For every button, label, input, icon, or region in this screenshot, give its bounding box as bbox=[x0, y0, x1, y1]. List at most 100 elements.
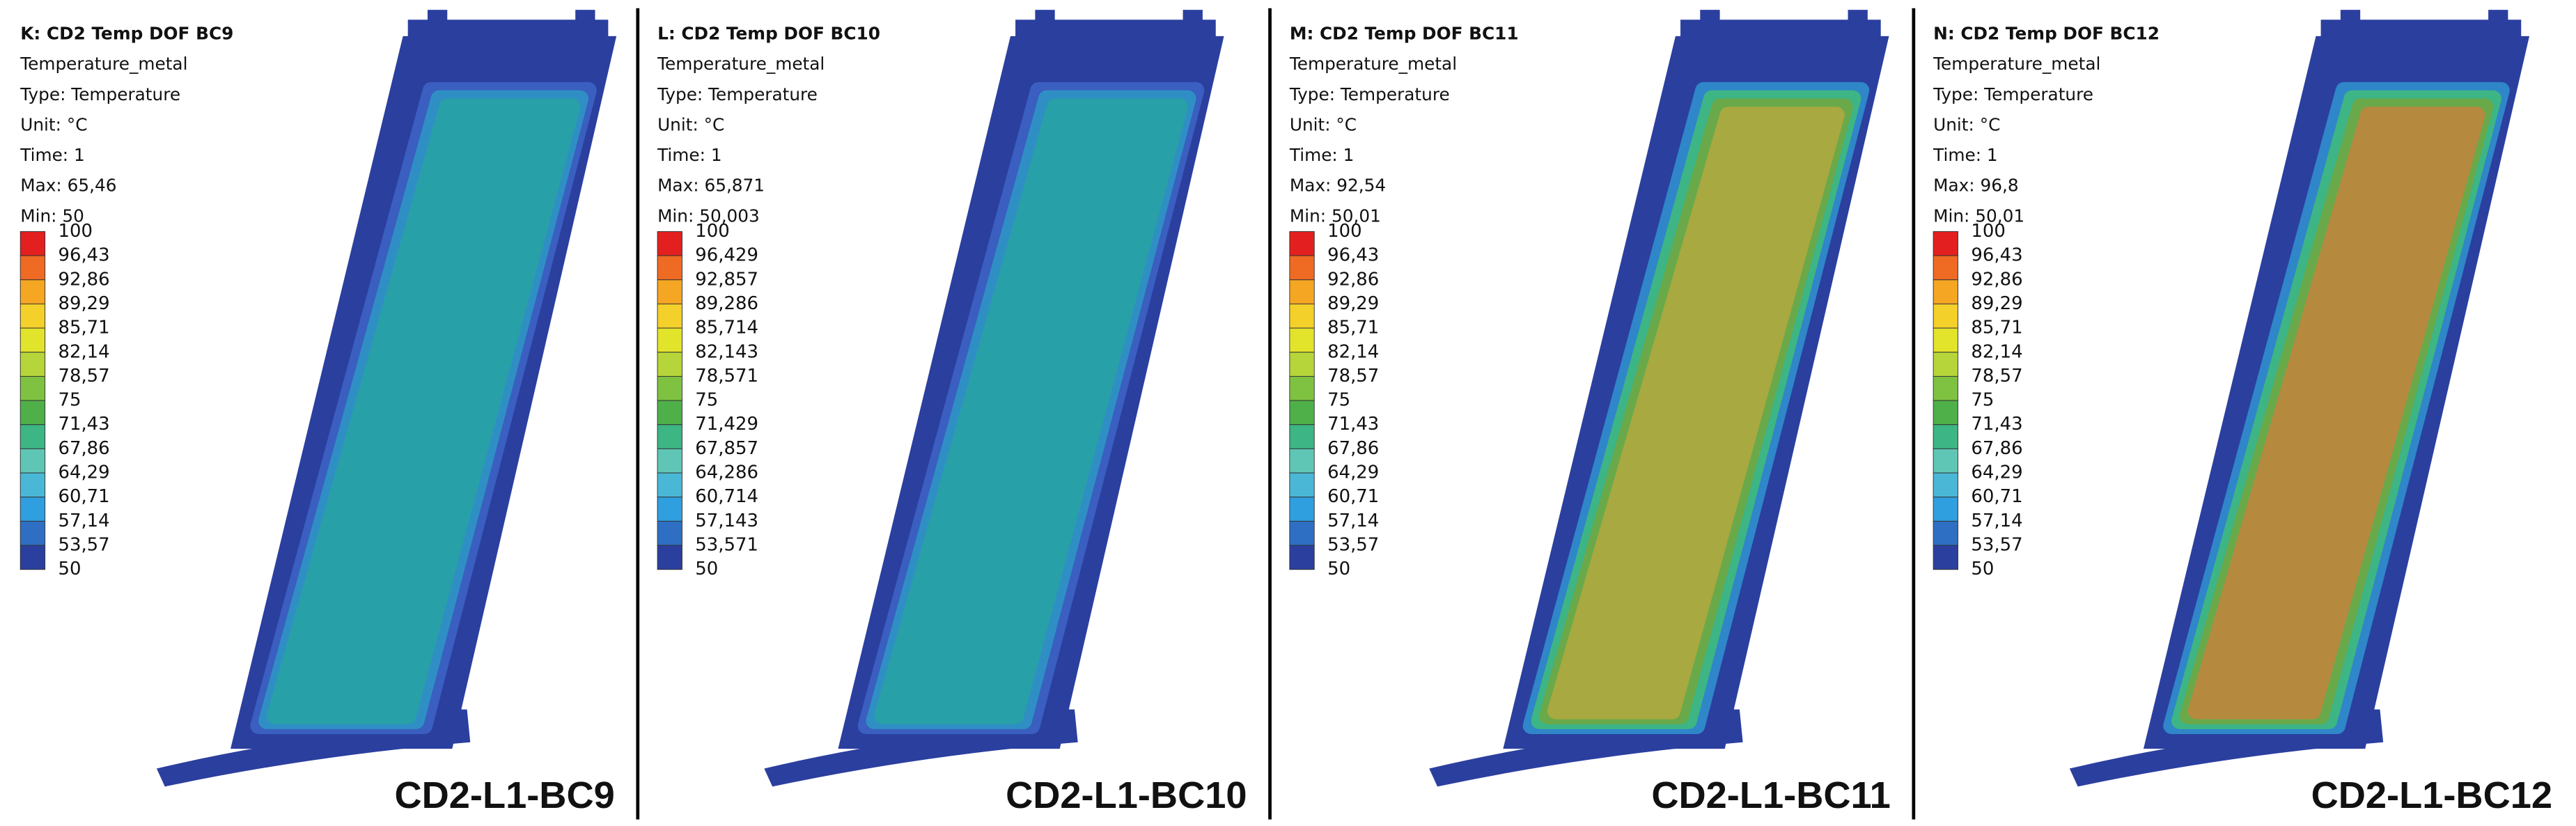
result-title: N: CD2 Temp DOF BC12 bbox=[1933, 24, 2160, 44]
legend-label: 85,71 bbox=[58, 318, 109, 338]
legend-swatch bbox=[1933, 520, 1958, 546]
result-info: Temperature_metal bbox=[1933, 54, 2100, 74]
legend-swatch bbox=[1289, 424, 1315, 449]
legend-label: 92,86 bbox=[58, 269, 109, 290]
result-title: L: CD2 Temp DOF BC10 bbox=[657, 24, 880, 44]
legend-swatch bbox=[1933, 424, 1958, 449]
panel: N: CD2 Temp DOF BC12 Temperature_metal Typ… bbox=[1933, 10, 2552, 816]
legend-label: 57,14 bbox=[1327, 511, 1379, 531]
caption: CD2-L1-BC10 bbox=[1006, 774, 1247, 816]
legend-label: 50 bbox=[1971, 559, 1994, 579]
legend-label: 71,43 bbox=[1327, 414, 1379, 435]
legend-label: 71,429 bbox=[695, 414, 758, 435]
legend-label: 60,71 bbox=[58, 486, 109, 507]
result-info: Time: 1 bbox=[1933, 145, 1998, 165]
result-info: Type: Temperature bbox=[1289, 84, 1450, 104]
legend-swatch bbox=[1289, 352, 1315, 377]
legend-label: 75 bbox=[1327, 390, 1350, 411]
legend-label: 82,14 bbox=[1971, 341, 2022, 362]
legend-label: 50 bbox=[695, 559, 718, 579]
result-info: Unit: °C bbox=[20, 114, 87, 134]
legend-label: 100 bbox=[1327, 221, 1361, 242]
legend-label: 64,29 bbox=[1327, 462, 1379, 483]
legend-swatch bbox=[1289, 497, 1315, 522]
result-info: Min: 50,003 bbox=[657, 205, 760, 226]
panel: L: CD2 Temp DOF BC10 Temperature_metal Typ… bbox=[657, 10, 1247, 816]
result-info: Unit: °C bbox=[1933, 114, 2000, 134]
result-info: Unit: °C bbox=[1290, 114, 1357, 134]
legend-swatch bbox=[1933, 545, 1958, 570]
legend-swatch bbox=[19, 352, 46, 377]
result-info: Max: 65,46 bbox=[20, 176, 116, 196]
legend-swatch bbox=[657, 424, 682, 449]
legend-swatch bbox=[1289, 231, 1315, 256]
legend-label: 64,29 bbox=[58, 462, 109, 483]
legend-swatch bbox=[19, 520, 46, 546]
legend-label: 57,14 bbox=[1971, 511, 2022, 531]
legend-label: 100 bbox=[58, 221, 92, 242]
legend-swatch bbox=[657, 279, 682, 304]
legend-label: 92,86 bbox=[1327, 269, 1379, 290]
panel: M: CD2 Temp DOF BC11 Temperature_metal Typ… bbox=[1289, 10, 1891, 816]
legend-label: 53,57 bbox=[58, 535, 109, 556]
legend-label: 89,286 bbox=[695, 293, 758, 314]
result-info: Max: 96,8 bbox=[1933, 176, 2018, 196]
legend-label: 53,57 bbox=[1971, 535, 2022, 556]
legend-swatch bbox=[1289, 400, 1315, 426]
legend-swatch bbox=[657, 472, 682, 498]
legend-swatch bbox=[1933, 231, 1958, 256]
result-info: Unit: °C bbox=[657, 114, 724, 134]
tab bbox=[1848, 10, 1868, 24]
legend-swatch bbox=[19, 279, 46, 304]
legend-swatch bbox=[657, 400, 682, 426]
legend-swatch bbox=[1933, 327, 1958, 353]
legend-swatch bbox=[19, 472, 46, 498]
legend-label: 75 bbox=[1971, 390, 1994, 411]
legend-swatch bbox=[1289, 255, 1315, 281]
result-info: Time: 1 bbox=[657, 145, 722, 165]
result-info: Min: 50 bbox=[20, 205, 84, 226]
caption: CD2-L1-BC11 bbox=[1651, 774, 1890, 816]
divider bbox=[1912, 8, 1916, 820]
legend-swatch bbox=[1933, 448, 1958, 474]
legend-label: 96,43 bbox=[1327, 245, 1379, 266]
temperature-zone bbox=[266, 98, 581, 724]
legend-swatch bbox=[19, 545, 46, 570]
legend-swatch bbox=[1289, 448, 1315, 474]
result-title: M: CD2 Temp DOF BC11 bbox=[1290, 24, 1519, 44]
caption: CD2-L1-BC9 bbox=[394, 774, 614, 816]
legend-swatch bbox=[19, 327, 46, 353]
legend-label: 64,286 bbox=[695, 462, 758, 483]
tab bbox=[427, 10, 448, 24]
legend-label: 57,14 bbox=[58, 511, 109, 531]
legend-label: 71,43 bbox=[1971, 414, 2022, 435]
legend-swatch bbox=[1933, 497, 1958, 522]
result-info: Max: 92,54 bbox=[1290, 176, 1386, 196]
legend-label: 85,71 bbox=[1327, 318, 1379, 338]
legend-label: 53,57 bbox=[1327, 535, 1379, 556]
legend-label: 53,571 bbox=[695, 535, 758, 556]
legend-swatch bbox=[1289, 472, 1315, 498]
legend-label: 96,43 bbox=[58, 245, 109, 266]
legend-label: 57,143 bbox=[695, 511, 758, 531]
legend-swatch bbox=[19, 303, 46, 329]
legend-label: 82,14 bbox=[1327, 341, 1379, 362]
legend-label: 50 bbox=[58, 559, 81, 579]
result-info: Time: 1 bbox=[1289, 145, 1355, 165]
legend-label: 100 bbox=[1971, 221, 2005, 242]
legend-swatch bbox=[1289, 375, 1315, 401]
legend-label: 78,57 bbox=[1327, 366, 1379, 387]
temperature-zone bbox=[2187, 107, 2485, 719]
legend-label: 89,29 bbox=[1327, 293, 1379, 314]
legend-swatch bbox=[657, 231, 682, 256]
result-info: Min: 50,01 bbox=[1933, 205, 2024, 226]
legend-swatch bbox=[19, 448, 46, 474]
legend-label: 60,71 bbox=[1327, 486, 1379, 507]
legend-swatch bbox=[19, 255, 46, 281]
legend-label: 67,857 bbox=[695, 438, 758, 459]
legend-label: 92,86 bbox=[1971, 269, 2022, 290]
tab bbox=[1182, 10, 1203, 24]
legend-swatch bbox=[1289, 279, 1315, 304]
legend-label: 71,43 bbox=[58, 414, 109, 435]
legend-swatch bbox=[1933, 255, 1958, 281]
